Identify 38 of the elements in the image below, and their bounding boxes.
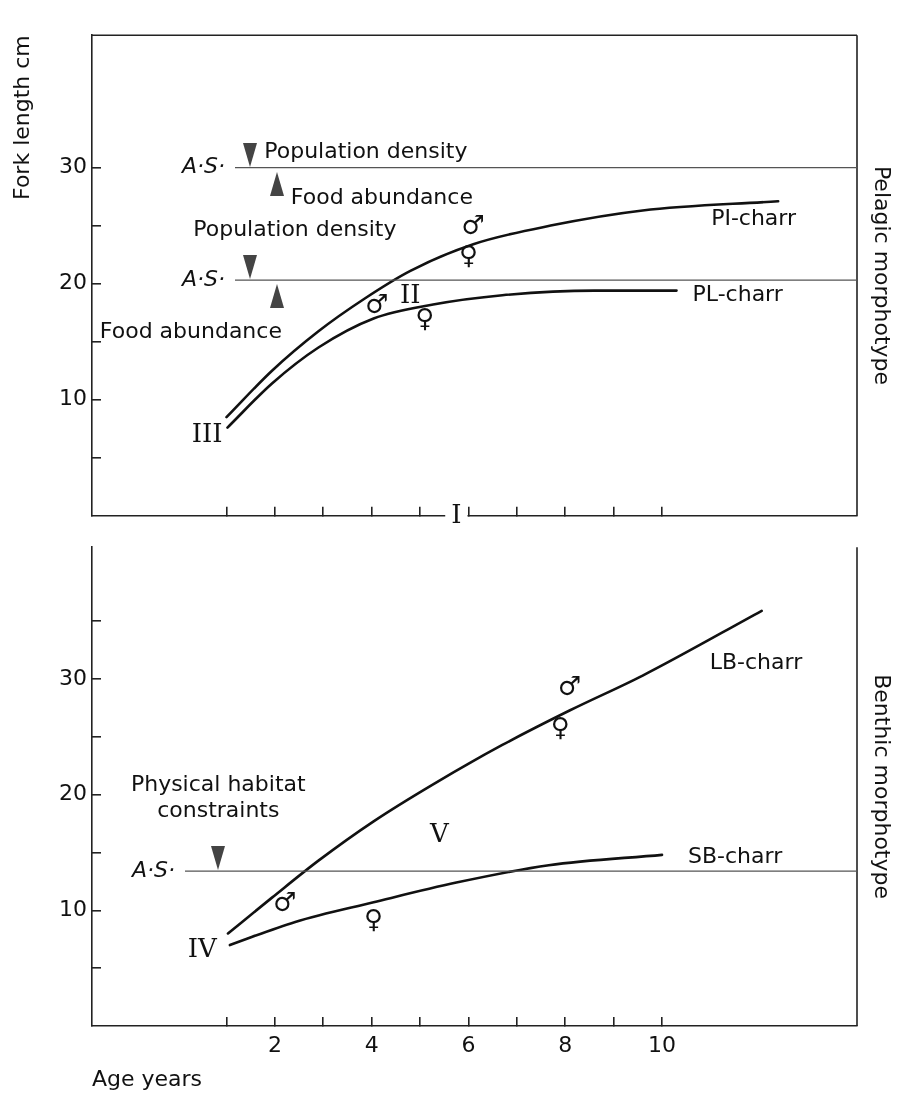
y-tick-label: 10 xyxy=(59,896,87,922)
annotation: ♀ xyxy=(364,904,384,935)
series-label: SB-charr xyxy=(688,842,784,868)
series-label: PI-charr xyxy=(711,205,797,231)
ref-line-label: A·S· xyxy=(179,153,225,179)
annotation: ♂ xyxy=(273,886,297,917)
annotation: ♂ xyxy=(364,288,389,319)
x-tick-label: 10 xyxy=(648,1031,676,1057)
series-label: LB-charr xyxy=(709,648,804,674)
annotation: I xyxy=(451,498,462,529)
x-axis-title: Age years xyxy=(92,1065,203,1091)
ref-line-label: A·S· xyxy=(179,265,225,291)
y-tick-label: 30 xyxy=(59,153,87,179)
y2-axis-title: Pelagic morphotype xyxy=(870,165,896,386)
y-tick-label: 10 xyxy=(59,385,87,411)
y-tick-label: 30 xyxy=(59,664,87,690)
y-tick-label: 20 xyxy=(59,780,87,806)
annotation: V xyxy=(428,817,450,848)
y-axis-title: Fork length cm xyxy=(8,35,34,200)
x-tick-label: 4 xyxy=(364,1031,379,1057)
annotation: Population density xyxy=(193,216,397,242)
y2-axis-title: Benthic morphotype xyxy=(870,674,896,899)
annotation: Population density xyxy=(264,137,468,163)
annotation: ♀ xyxy=(550,711,570,742)
x-tick-label: 6 xyxy=(461,1031,476,1057)
line-series xyxy=(228,853,664,947)
x-tick-label: 2 xyxy=(267,1031,282,1057)
x-tick-label: 8 xyxy=(558,1031,573,1057)
annotation: IV xyxy=(187,932,218,963)
y-tick-label: 20 xyxy=(59,269,87,295)
annotation: Food abundance xyxy=(290,183,473,209)
annotation: ♂ xyxy=(461,209,485,240)
annotation: Food abundance xyxy=(99,318,282,344)
annotation: Physical habitat constraints xyxy=(130,771,307,823)
ref-line-label: A·S· xyxy=(129,856,175,882)
series-label: PL-charr xyxy=(692,280,784,306)
annotation: ♂ xyxy=(557,671,582,702)
annotation: III xyxy=(191,418,223,449)
